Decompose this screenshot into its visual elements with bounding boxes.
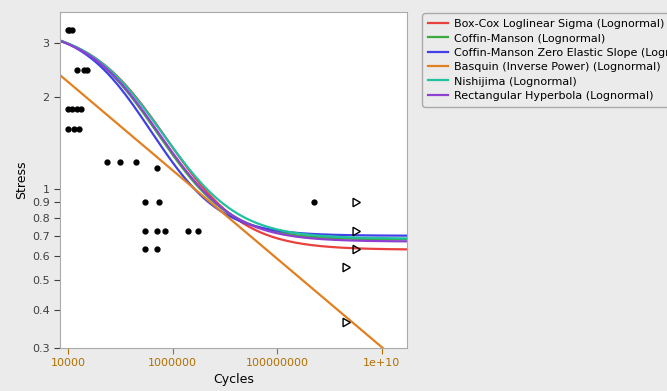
Coffin-Manson (Lognormal) xyxy=(393,237,401,242)
Coffin-Manson Zero Elastic Slope (Lognormal) xyxy=(225,213,233,218)
Box-Cox Loglinear Sigma (Lognormal) xyxy=(393,247,401,252)
Coffin-Manson Zero Elastic Slope (Lognormal) xyxy=(215,208,223,213)
Box-Cox Loglinear Sigma (Lognormal) xyxy=(329,245,337,249)
Coffin-Manson Zero Elastic Slope (Lognormal) xyxy=(329,232,337,237)
Line: Basquin (Inverse Power) (Lognormal): Basquin (Inverse Power) (Lognormal) xyxy=(60,75,383,348)
Box-Cox Loglinear Sigma (Lognormal) xyxy=(215,203,223,207)
Nishijima (Lognormal) xyxy=(225,206,233,210)
Box-Cox Loglinear Sigma (Lognormal) xyxy=(403,247,411,252)
Box-Cox Loglinear Sigma (Lognormal) xyxy=(393,247,401,251)
Line: Rectangular Hyperbola (Lognormal): Rectangular Hyperbola (Lognormal) xyxy=(60,41,407,241)
Coffin-Manson Zero Elastic Slope (Lognormal) xyxy=(393,233,401,238)
Coffin-Manson (Lognormal) xyxy=(215,204,223,209)
Y-axis label: Stress: Stress xyxy=(15,161,28,199)
Rectangular Hyperbola (Lognormal) xyxy=(56,39,64,43)
Nishijima (Lognormal) xyxy=(56,38,64,43)
Line: Nishijima (Lognormal): Nishijima (Lognormal) xyxy=(60,41,407,239)
Coffin-Manson (Lognormal) xyxy=(225,211,233,215)
Coffin-Manson (Lognormal) xyxy=(403,237,411,242)
Basquin (Inverse Power) (Lognormal) xyxy=(178,176,186,181)
Box-Cox Loglinear Sigma (Lognormal) xyxy=(74,46,82,50)
Line: Coffin-Manson (Lognormal): Coffin-Manson (Lognormal) xyxy=(60,41,407,239)
Coffin-Manson Zero Elastic Slope (Lognormal) xyxy=(74,47,82,51)
Line: Box-Cox Loglinear Sigma (Lognormal): Box-Cox Loglinear Sigma (Lognormal) xyxy=(60,41,407,249)
Rectangular Hyperbola (Lognormal) xyxy=(74,46,82,51)
Basquin (Inverse Power) (Lognormal) xyxy=(241,229,249,233)
Nishijima (Lognormal) xyxy=(393,236,401,240)
Coffin-Manson (Lognormal) xyxy=(393,237,401,242)
Nishijima (Lognormal) xyxy=(329,234,337,239)
Rectangular Hyperbola (Lognormal) xyxy=(393,239,401,244)
Coffin-Manson (Lognormal) xyxy=(329,236,337,240)
Rectangular Hyperbola (Lognormal) xyxy=(393,239,401,244)
Coffin-Manson Zero Elastic Slope (Lognormal) xyxy=(403,233,411,238)
Box-Cox Loglinear Sigma (Lognormal) xyxy=(225,211,233,215)
Nishijima (Lognormal) xyxy=(74,45,82,50)
Basquin (Inverse Power) (Lognormal) xyxy=(251,238,259,243)
Coffin-Manson Zero Elastic Slope (Lognormal) xyxy=(393,233,401,238)
Legend: Box-Cox Loglinear Sigma (Lognormal), Coffin-Manson (Lognormal), Coffin-Manson Ze: Box-Cox Loglinear Sigma (Lognormal), Cof… xyxy=(422,13,667,107)
Box-Cox Loglinear Sigma (Lognormal) xyxy=(56,39,64,43)
Coffin-Manson (Lognormal) xyxy=(74,46,82,51)
Coffin-Manson Zero Elastic Slope (Lognormal) xyxy=(56,38,64,43)
Rectangular Hyperbola (Lognormal) xyxy=(329,237,337,242)
Basquin (Inverse Power) (Lognormal) xyxy=(276,259,284,264)
Basquin (Inverse Power) (Lognormal) xyxy=(379,346,387,350)
Coffin-Manson (Lognormal) xyxy=(56,38,64,43)
Basquin (Inverse Power) (Lognormal) xyxy=(350,321,358,326)
Rectangular Hyperbola (Lognormal) xyxy=(215,204,223,208)
X-axis label: Cycles: Cycles xyxy=(213,373,254,386)
Nishijima (Lognormal) xyxy=(215,198,223,203)
Nishijima (Lognormal) xyxy=(393,236,401,240)
Basquin (Inverse Power) (Lognormal) xyxy=(341,313,349,318)
Line: Coffin-Manson Zero Elastic Slope (Lognormal): Coffin-Manson Zero Elastic Slope (Lognor… xyxy=(60,41,407,236)
Nishijima (Lognormal) xyxy=(403,236,411,241)
Rectangular Hyperbola (Lognormal) xyxy=(403,239,411,244)
Basquin (Inverse Power) (Lognormal) xyxy=(56,73,64,77)
Rectangular Hyperbola (Lognormal) xyxy=(225,210,233,215)
